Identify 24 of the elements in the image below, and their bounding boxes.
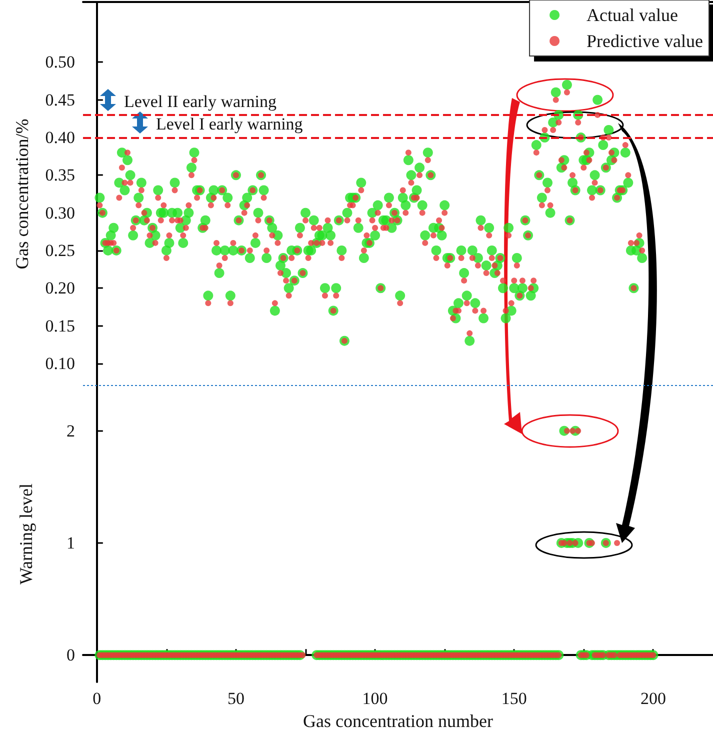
y-tick-label: 0.45 [45,90,75,110]
x-axis-title: Gas concentration number [303,710,493,731]
y-tick-label: 0.20 [45,278,75,298]
y-tick-label: 0.15 [45,316,75,336]
y-tick-label: 0.10 [45,354,75,373]
legend-label: Predictive value [586,31,704,51]
x-tick-label: 100 [362,689,388,708]
y-tick-label: 0 [66,646,75,665]
y-tick-label: 0.40 [45,128,75,148]
y-tick-label: 2 [66,421,75,440]
ref-line-label: Level II early warning [124,92,277,111]
y-tick-label: 0.25 [45,240,75,260]
y-tick-label: 0.50 [45,52,75,72]
x-tick-label: 50 [227,689,244,708]
y-tick-label: 1 [66,533,75,552]
x-tick-label: 150 [501,689,527,708]
legend-label: Actual value [586,5,678,25]
y-tick-label: 0.35 [45,166,75,185]
y-axis-title: Warning level [16,483,36,585]
y-axis-title: Gas concentration/% [12,118,32,270]
y-tick-label: 0.30 [45,203,75,222]
x-tick-label: 200 [640,689,666,708]
x-tick-label: 0 [92,689,102,708]
ref-line-label: Level I early warning [156,114,304,134]
